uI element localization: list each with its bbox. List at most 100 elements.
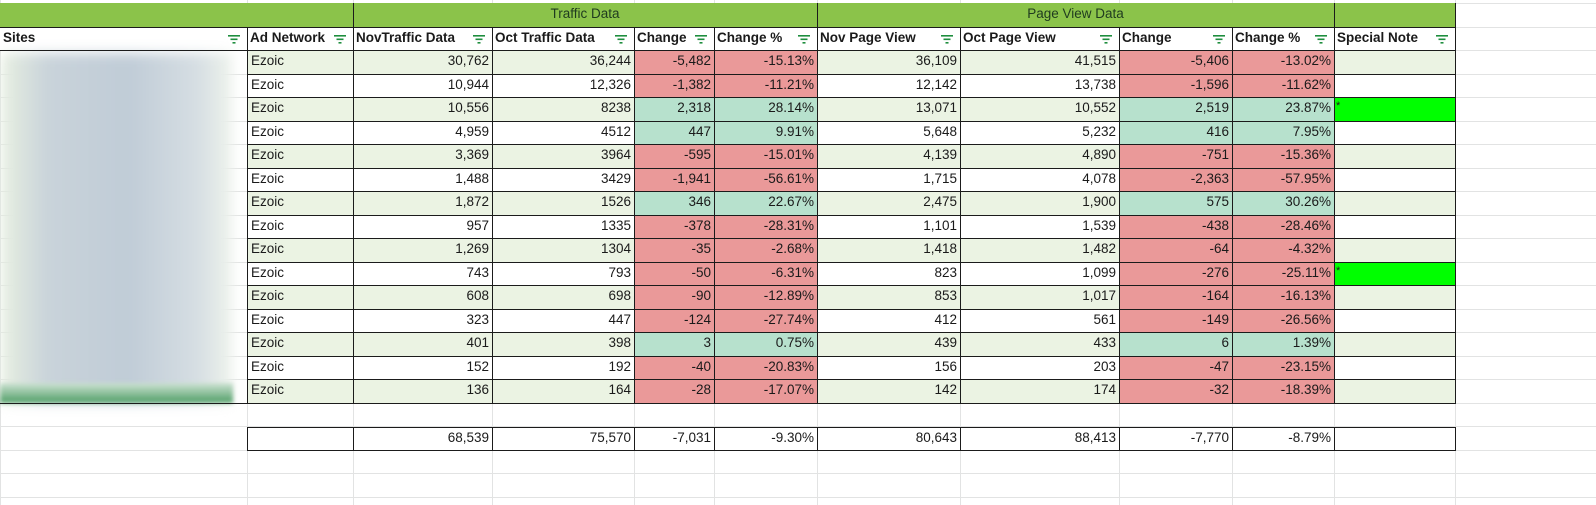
- cell-network[interactable]: Ezoic: [247, 74, 353, 98]
- cell-tc[interactable]: 3: [634, 332, 714, 356]
- cell-nov-t[interactable]: 743: [353, 262, 492, 286]
- filter-icon[interactable]: [940, 31, 954, 45]
- filter-icon[interactable]: [1435, 31, 1449, 45]
- cell-nov-t[interactable]: 4,959: [353, 121, 492, 145]
- cell-tcp[interactable]: -6.31%: [714, 262, 817, 286]
- filter-icon[interactable]: [1314, 31, 1328, 45]
- column-header-nov-traffic[interactable]: NovTraffic Data: [353, 27, 492, 50]
- cell-tc[interactable]: -90: [634, 285, 714, 309]
- total-oct-pv[interactable]: 88,413: [960, 427, 1119, 450]
- cell-network[interactable]: Ezoic: [247, 356, 353, 380]
- cell-note[interactable]: [1334, 332, 1455, 356]
- cell-nov-pv[interactable]: 5,648: [817, 121, 960, 145]
- cell-oct-t[interactable]: 4512: [492, 121, 634, 145]
- cell-pcp[interactable]: -15.36%: [1232, 144, 1334, 168]
- cell-nov-pv[interactable]: 853: [817, 285, 960, 309]
- cell-pcp[interactable]: -11.62%: [1232, 74, 1334, 98]
- cell-nov-t[interactable]: 10,944: [353, 74, 492, 98]
- cell-nov-pv[interactable]: 1,715: [817, 168, 960, 192]
- cell-pcp[interactable]: 30.26%: [1232, 191, 1334, 215]
- cell-tc[interactable]: -378: [634, 215, 714, 239]
- cell-nov-t[interactable]: 1,872: [353, 191, 492, 215]
- cell-note[interactable]: [1334, 379, 1455, 403]
- column-header-sites[interactable]: Sites: [0, 27, 247, 50]
- cell-nov-pv[interactable]: 36,109: [817, 50, 960, 74]
- cell-nov-t[interactable]: 401: [353, 332, 492, 356]
- cell-oct-t[interactable]: 698: [492, 285, 634, 309]
- cell-note[interactable]: [1334, 238, 1455, 262]
- cell-nov-pv[interactable]: 13,071: [817, 97, 960, 121]
- cell-pc[interactable]: -164: [1119, 285, 1232, 309]
- cell-pc[interactable]: 2,519: [1119, 97, 1232, 121]
- cell-network[interactable]: Ezoic: [247, 379, 353, 403]
- cell-tcp[interactable]: -11.21%: [714, 74, 817, 98]
- cell-oct-t[interactable]: 192: [492, 356, 634, 380]
- cell-nov-t[interactable]: 323: [353, 309, 492, 333]
- cell-tc[interactable]: -1,941: [634, 168, 714, 192]
- column-header-traffic-change[interactable]: Change: [634, 27, 714, 50]
- cell-network[interactable]: Ezoic: [247, 97, 353, 121]
- cell-network[interactable]: Ezoic: [247, 121, 353, 145]
- cell-oct-t[interactable]: 1304: [492, 238, 634, 262]
- column-header-special-note[interactable]: Special Note: [1334, 27, 1455, 50]
- cell-tc[interactable]: -28: [634, 379, 714, 403]
- cell-pcp[interactable]: -28.46%: [1232, 215, 1334, 239]
- cell-note[interactable]: [1334, 215, 1455, 239]
- column-header-oct-traffic[interactable]: Oct Traffic Data: [492, 27, 634, 50]
- filter-icon[interactable]: [333, 31, 347, 45]
- cell-nov-t[interactable]: 1,269: [353, 238, 492, 262]
- cell-pcp[interactable]: -4.32%: [1232, 238, 1334, 262]
- cell-note[interactable]: [1334, 144, 1455, 168]
- cell-tcp[interactable]: 28.14%: [714, 97, 817, 121]
- cell-nov-t[interactable]: 152: [353, 356, 492, 380]
- cell-oct-t[interactable]: 398: [492, 332, 634, 356]
- cell-nov-t[interactable]: 30,762: [353, 50, 492, 74]
- cell-pc[interactable]: -64: [1119, 238, 1232, 262]
- cell-note[interactable]: [1334, 191, 1455, 215]
- cell-network[interactable]: Ezoic: [247, 191, 353, 215]
- cell-pc[interactable]: -47: [1119, 356, 1232, 380]
- cell-note[interactable]: [1334, 50, 1455, 74]
- cell-pcp[interactable]: -16.13%: [1232, 285, 1334, 309]
- cell-oct-pv[interactable]: 4,890: [960, 144, 1119, 168]
- cell-note[interactable]: [1334, 121, 1455, 145]
- cell-oct-t[interactable]: 36,244: [492, 50, 634, 74]
- cell-pcp[interactable]: -23.15%: [1232, 356, 1334, 380]
- cell-pcp[interactable]: -25.11%: [1232, 262, 1334, 286]
- cell-oct-pv[interactable]: 174: [960, 379, 1119, 403]
- group-header-pageview[interactable]: Page View Data: [817, 3, 1334, 27]
- total-pc[interactable]: -7,770: [1119, 427, 1232, 450]
- group-header-blank[interactable]: [0, 3, 353, 27]
- cell-oct-t[interactable]: 12,326: [492, 74, 634, 98]
- cell-nov-pv[interactable]: 4,139: [817, 144, 960, 168]
- cell-tc[interactable]: -35: [634, 238, 714, 262]
- cell-network[interactable]: Ezoic: [247, 144, 353, 168]
- cell-oct-pv[interactable]: 4,078: [960, 168, 1119, 192]
- cell-oct-t[interactable]: 1335: [492, 215, 634, 239]
- cell-tcp[interactable]: -15.13%: [714, 50, 817, 74]
- filter-icon[interactable]: [227, 31, 241, 45]
- cell-pcp[interactable]: 23.87%: [1232, 97, 1334, 121]
- column-header-oct-pv[interactable]: Oct Page View: [960, 27, 1119, 50]
- cell-tcp[interactable]: -2.68%: [714, 238, 817, 262]
- cell-note[interactable]: [1334, 168, 1455, 192]
- cell-note[interactable]: [1334, 356, 1455, 380]
- cell-oct-t[interactable]: 3964: [492, 144, 634, 168]
- cell-pc[interactable]: -2,363: [1119, 168, 1232, 192]
- cell-network[interactable]: Ezoic: [247, 50, 353, 74]
- cell-tcp[interactable]: -12.89%: [714, 285, 817, 309]
- cell-nov-pv[interactable]: 2,475: [817, 191, 960, 215]
- column-header-pv-change[interactable]: Change: [1119, 27, 1232, 50]
- column-header-pv-change-pct[interactable]: Change %: [1232, 27, 1334, 50]
- cell-oct-pv[interactable]: 10,552: [960, 97, 1119, 121]
- cell-pcp[interactable]: -26.56%: [1232, 309, 1334, 333]
- cell-oct-pv[interactable]: 433: [960, 332, 1119, 356]
- cell-tcp[interactable]: -20.83%: [714, 356, 817, 380]
- cell-network[interactable]: Ezoic: [247, 238, 353, 262]
- cell-pcp[interactable]: 1.39%: [1232, 332, 1334, 356]
- cell-nov-t[interactable]: 136: [353, 379, 492, 403]
- cell-oct-pv[interactable]: 203: [960, 356, 1119, 380]
- total-tcp[interactable]: -9.30%: [714, 427, 817, 450]
- cell-oct-pv[interactable]: 1,539: [960, 215, 1119, 239]
- cell-pcp[interactable]: -13.02%: [1232, 50, 1334, 74]
